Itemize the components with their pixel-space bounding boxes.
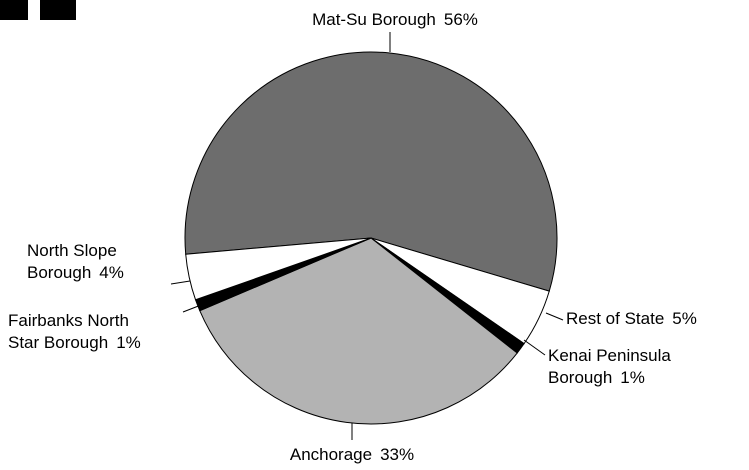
slice-label: Rest of State 5%: [566, 308, 746, 330]
leader-line: [545, 312, 564, 321]
pie: [184, 51, 558, 425]
value-label: 1%: [620, 368, 645, 387]
slice: [199, 237, 518, 425]
category: Kenai Peninsula Borough: [548, 346, 671, 387]
value-label: 5%: [672, 309, 697, 328]
slice-label: North Slope Borough 4%: [27, 240, 137, 284]
slice-label: Mat-Su Borough 56%: [265, 9, 525, 31]
category: Mat-Su Borough: [312, 10, 436, 29]
category: Fairbanks North Star Borough: [8, 311, 129, 352]
slice-label: Anchorage 33%: [252, 444, 452, 466]
logo-block: [40, 0, 76, 20]
leader-line: [523, 339, 546, 356]
category: North Slope Borough: [27, 241, 117, 282]
slice: [185, 237, 372, 301]
logo-block: [0, 0, 28, 20]
value-label: 4%: [99, 263, 124, 282]
slice-label: Kenai Peninsula Borough 1%: [548, 345, 688, 389]
slice: [184, 51, 558, 292]
slice-label: Fairbanks North Star Borough 1%: [8, 310, 158, 354]
leader-line: [182, 304, 202, 313]
leader-line: [170, 280, 191, 285]
value-label: 33%: [380, 445, 415, 464]
category: Rest of State: [566, 309, 665, 328]
category: Anchorage: [289, 445, 373, 464]
leader-lines: [170, 32, 564, 440]
value-label: 1%: [116, 333, 141, 352]
value-label: 56%: [443, 10, 478, 29]
